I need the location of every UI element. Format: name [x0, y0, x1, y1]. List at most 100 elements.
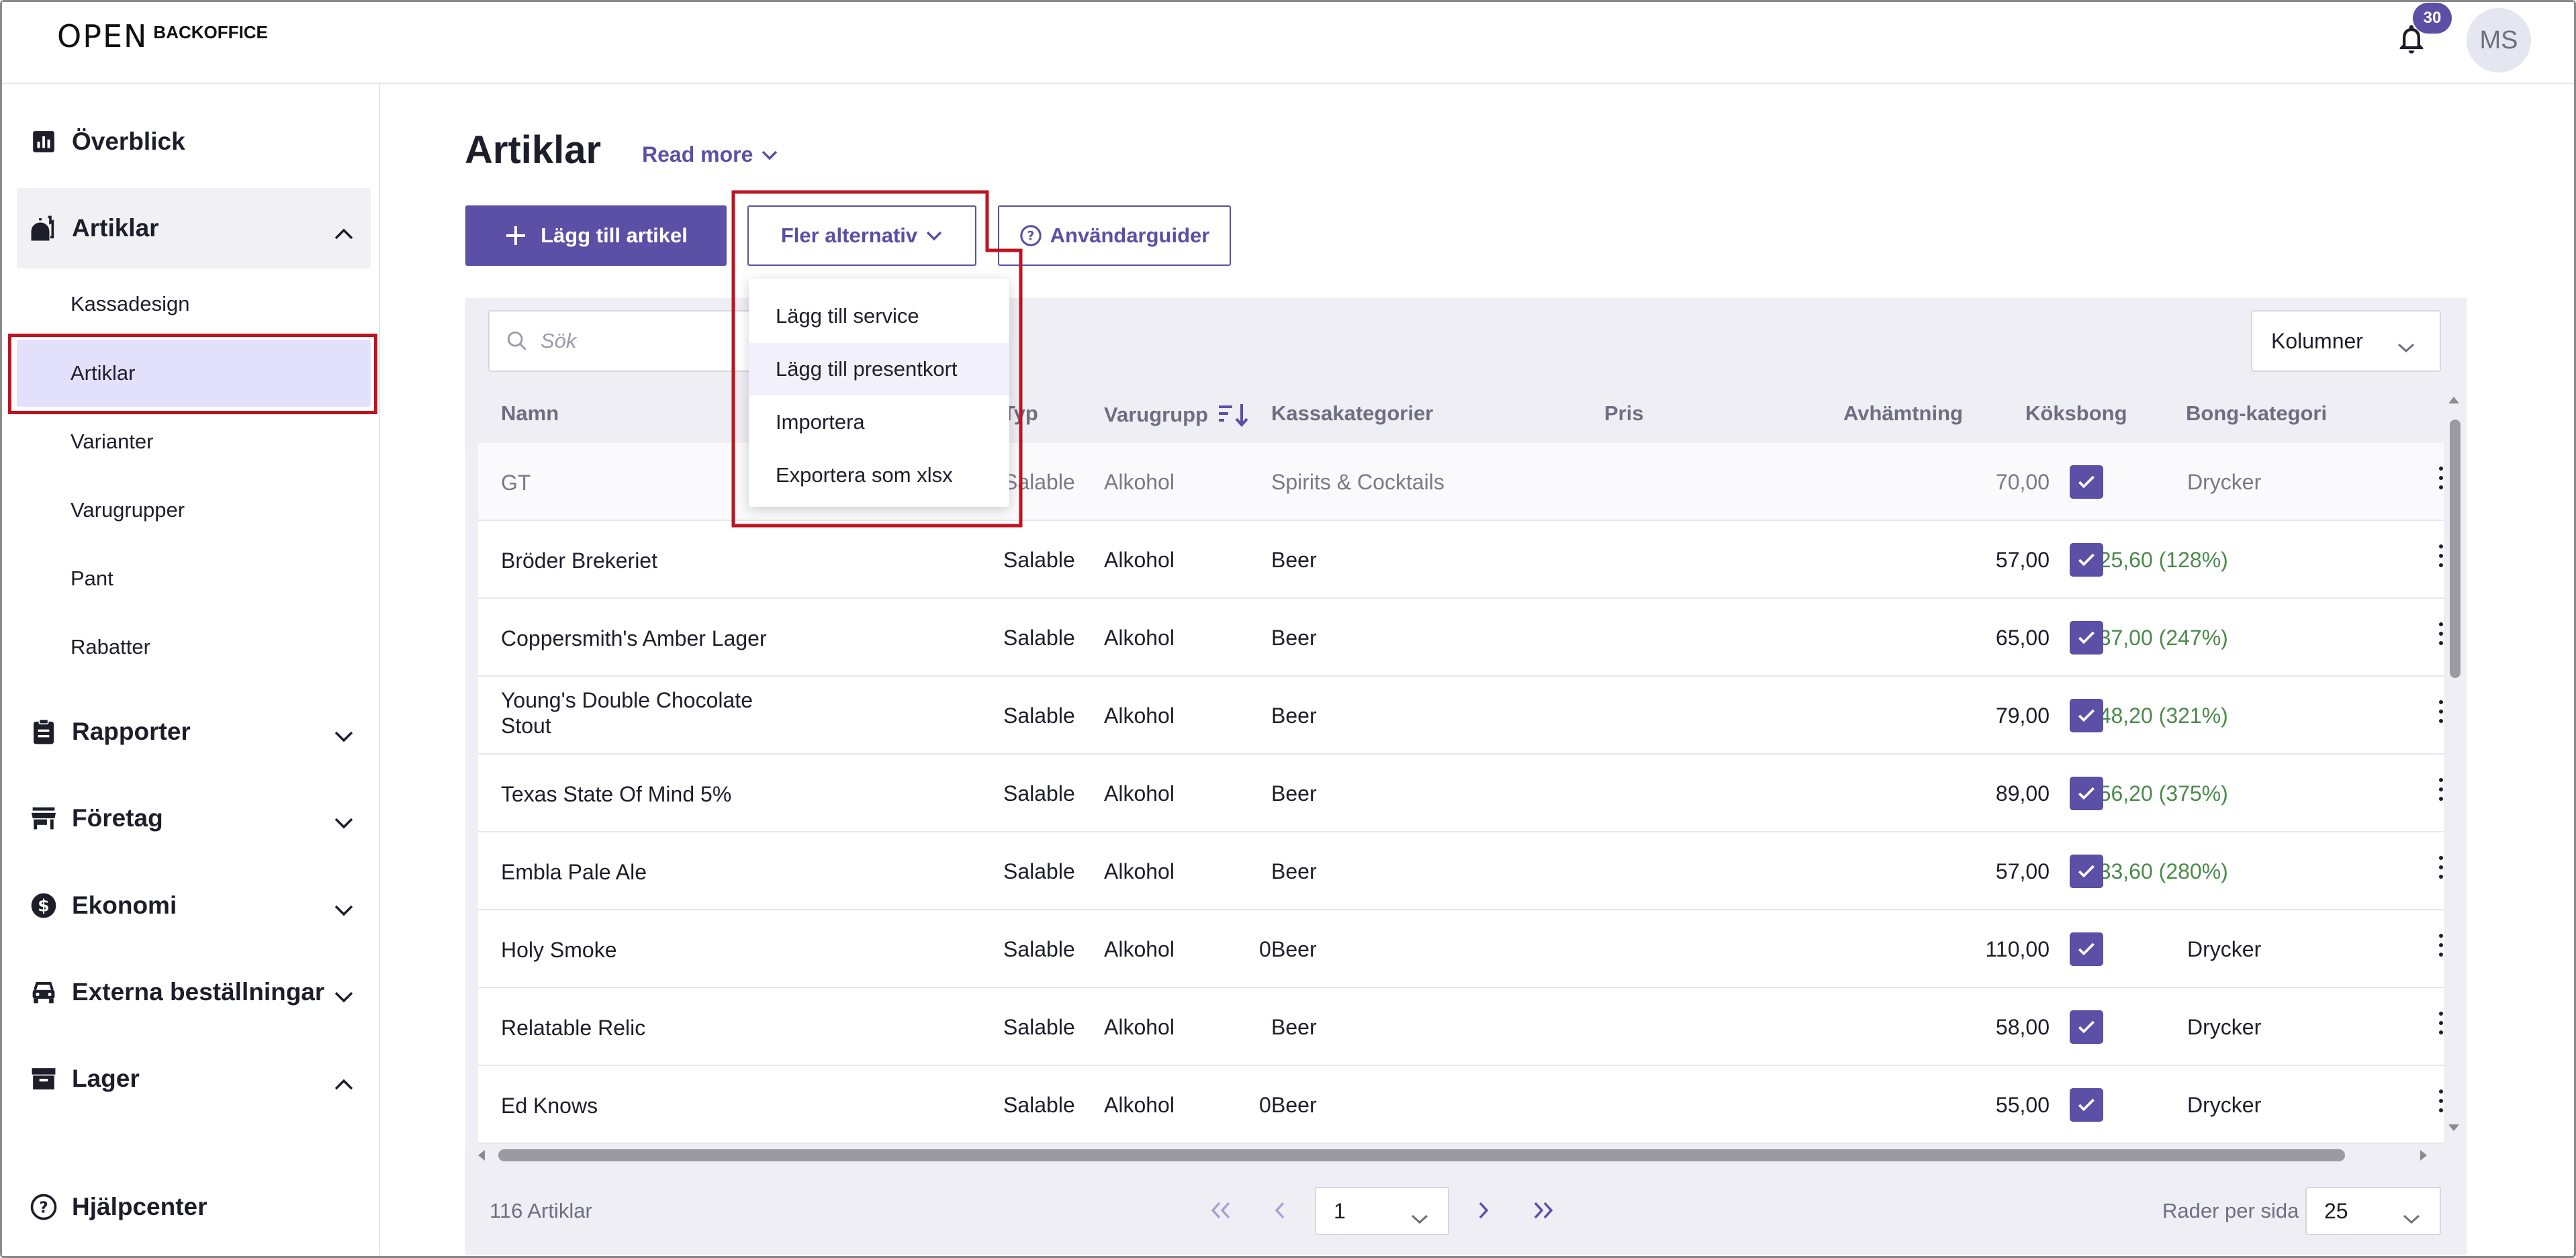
sidebar-subitem-varianter[interactable]: Varianter	[17, 408, 371, 475]
check-icon	[2078, 942, 2095, 956]
table-row[interactable]: Young's Double Chocolate Stout Salable Alk…	[478, 677, 2444, 755]
kitchen-checkbox[interactable]	[2070, 699, 2103, 732]
cell-type: Salable	[1003, 1015, 1075, 1039]
header-bong-category[interactable]: Bong-kategori	[2186, 401, 2328, 425]
vertical-scrollbar-thumb[interactable]	[2450, 420, 2460, 678]
sidebar-item-lager[interactable]: Lager	[17, 1038, 371, 1119]
row-menu-icon[interactable]	[2438, 463, 2444, 499]
table-row[interactable]: Holy Smoke 0 Salable Alkohol Beer 110,00 Dryck…	[478, 910, 2444, 988]
logo-mark: OPEN	[57, 18, 148, 54]
user-guides-label: Användarguider	[1050, 224, 1210, 247]
cell-bong-category: Drycker	[2187, 470, 2262, 494]
kitchen-checkbox[interactable]	[2070, 1088, 2103, 1122]
sidebar-item-hjalpcenter[interactable]: ? Hjälpcenter	[17, 1167, 371, 1247]
row-menu-icon[interactable]	[2438, 1086, 2444, 1122]
kitchen-checkbox[interactable]	[2070, 465, 2103, 499]
user-guides-button[interactable]: ? Användarguider	[998, 205, 1231, 266]
rows-per-page-select[interactable]: 25	[2305, 1187, 2441, 1235]
cell-price: 70,00	[1995, 470, 2050, 494]
row-menu-icon[interactable]	[2438, 1008, 2444, 1045]
cell-margin: +33,60 (280%)	[2086, 859, 2228, 883]
add-article-button[interactable]: Lägg till artikel	[465, 205, 727, 266]
bell-icon[interactable]	[2394, 21, 2429, 56]
search-input[interactable]: Sök	[488, 310, 757, 372]
scroll-right-arrow-icon[interactable]	[2416, 1147, 2431, 1164]
more-options-button[interactable]: Fler alternativ	[747, 205, 976, 266]
sidebar-subitem-rabatter[interactable]: Rabatter	[17, 614, 371, 681]
cell-group: Alkohol	[1104, 470, 1175, 494]
prev-page-button[interactable]	[1259, 1187, 1299, 1234]
sidebar-subitem-label: Pant	[71, 567, 113, 590]
kitchen-checkbox[interactable]	[2070, 777, 2103, 810]
sidebar-item-foretag[interactable]: Företag	[17, 778, 371, 859]
row-menu-icon[interactable]	[2438, 775, 2444, 811]
sidebar-subitem-kassadesign[interactable]: Kassadesign	[17, 271, 371, 338]
horizontal-scrollbar-thumb[interactable]	[498, 1149, 2345, 1161]
header-category[interactable]: Kassakategorier	[1271, 401, 1434, 425]
cell-bong-category: Drycker	[2187, 1093, 2262, 1117]
sidebar-subitem-label: Kassadesign	[71, 292, 190, 316]
kitchen-checkbox[interactable]	[2070, 855, 2103, 888]
header-group[interactable]: Varugrupp	[1104, 401, 1250, 428]
page-number-select[interactable]: 1	[1315, 1187, 1449, 1235]
chevron-right-icon	[1479, 1202, 1489, 1219]
sidebar-subitem-label: Varugrupper	[71, 498, 185, 522]
cell-price: 65,00	[1995, 626, 2050, 650]
read-more-link[interactable]: Read more	[642, 142, 778, 167]
menu-item-add-service[interactable]: Lägg till service	[749, 290, 1009, 342]
sidebar-item-artiklar[interactable]: Artiklar	[17, 188, 371, 269]
table-row[interactable]: Embla Pale Ale Salable Alkohol Beer 57,00 +33…	[478, 832, 2444, 910]
sidebar-item-overblick[interactable]: Överblick	[17, 101, 371, 182]
sidebar-subitem-pant[interactable]: Pant	[17, 545, 371, 612]
avatar[interactable]: MS	[2467, 8, 2531, 72]
table-row[interactable]: Relatable Relic Salable Alkohol Beer 58,00 Dr…	[478, 988, 2444, 1066]
header-name[interactable]: Namn	[501, 401, 559, 425]
sidebar-item-rapporter[interactable]: Rapporter	[17, 691, 371, 772]
cell-category: Beer	[1271, 704, 1317, 728]
next-page-button[interactable]	[1464, 1187, 1504, 1234]
row-menu-icon[interactable]	[2438, 541, 2444, 577]
kitchen-checkbox[interactable]	[2070, 621, 2103, 655]
menu-item-import[interactable]: Importera	[749, 396, 1009, 448]
table-row[interactable]: Coppersmith's Amber Lager Salable Alkohol B…	[478, 599, 2444, 677]
store-icon	[30, 805, 57, 832]
logo-text: BACKOFFICE	[153, 22, 268, 42]
sidebar-subitem-artiklar[interactable]: Artiklar	[17, 340, 371, 407]
cell-type: Salable	[1003, 626, 1075, 650]
table-row[interactable]: Texas State Of Mind 5% Salable Alkohol Beer…	[478, 755, 2444, 832]
table-row[interactable]: Bröder Brekeriet Salable Alkohol Beer 57,00 +…	[478, 521, 2444, 599]
cell-name: Bröder Brekeriet	[501, 548, 657, 573]
kitchen-checkbox[interactable]	[2070, 1010, 2103, 1044]
kitchen-checkbox[interactable]	[2070, 932, 2103, 966]
row-menu-icon[interactable]	[2438, 853, 2444, 889]
kitchen-checkbox[interactable]	[2070, 543, 2103, 577]
cell-quantity: 0	[1259, 1093, 1271, 1117]
header-price[interactable]: Pris	[1604, 401, 1644, 425]
logo[interactable]: OPEN BACKOFFICE	[57, 21, 268, 52]
sidebar: Överblick Artiklar Kassadesign Artiklar …	[2, 84, 380, 1256]
chevron-down-icon	[2402, 1206, 2421, 1230]
last-page-button[interactable]	[1523, 1187, 1563, 1234]
row-menu-icon[interactable]	[2438, 930, 2444, 967]
cell-type: Salable	[1003, 1093, 1075, 1117]
sidebar-subitem-varugrupper[interactable]: Varugrupper	[17, 477, 371, 544]
first-page-button[interactable]	[1201, 1187, 1241, 1234]
top-bar: OPEN BACKOFFICE	[2, 2, 2574, 84]
row-menu-icon[interactable]	[2438, 619, 2444, 655]
menu-item-export-xlsx[interactable]: Exportera som xlsx	[749, 449, 1009, 501]
add-article-label: Lägg till artikel	[541, 224, 688, 247]
header-kitchen[interactable]: Köksbong	[2025, 401, 2127, 425]
sidebar-subitem-label: Artiklar	[71, 361, 136, 385]
table-row[interactable]: Ed Knows 0 Salable Alkohol Beer 55,00 Drycker	[478, 1066, 2444, 1144]
menu-item-add-gift-card[interactable]: Lägg till presentkort	[749, 343, 1009, 395]
cell-type: Salable	[1003, 937, 1075, 961]
rows-per-page-label: Rader per sida	[2162, 1199, 2299, 1222]
columns-select[interactable]: Kolumner	[2251, 310, 2441, 372]
row-menu-icon[interactable]	[2438, 697, 2444, 733]
scroll-left-arrow-icon[interactable]	[474, 1147, 489, 1164]
sidebar-item-externa-bestallningar[interactable]: Externa beställningar	[17, 952, 371, 1032]
vertical-scrollbar[interactable]	[2445, 393, 2463, 1138]
header-pickup[interactable]: Avhämtning	[1843, 401, 1963, 425]
sidebar-item-ekonomi[interactable]: $ Ekonomi	[17, 865, 371, 946]
cell-name: GT	[501, 471, 531, 495]
